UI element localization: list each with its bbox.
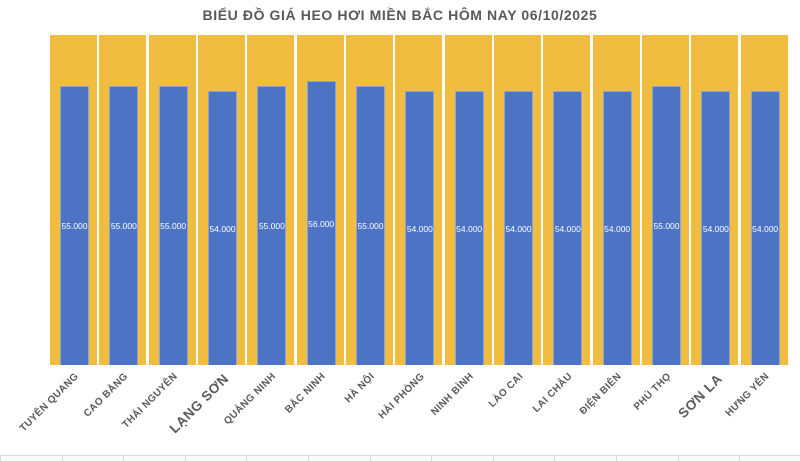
value-bar: 54.000	[208, 90, 237, 365]
background-column: 55.000	[148, 35, 196, 365]
bar-value-label: 54.000	[702, 223, 729, 234]
bar-value-label: 54.000	[505, 223, 532, 234]
value-bar: 55.000	[652, 85, 681, 365]
bar-value-label: 54.000	[752, 223, 779, 234]
cell-border-line	[431, 456, 432, 461]
value-bar: 54.000	[454, 90, 484, 365]
background-column: 55.000	[346, 35, 393, 365]
background-column: 54.000	[395, 35, 443, 365]
cell-border-line	[370, 456, 371, 461]
value-bar: 56.000	[306, 80, 336, 365]
background-column: 54.000	[592, 35, 640, 365]
cell-border-line	[554, 456, 555, 461]
background-column: 54.000	[543, 35, 591, 365]
background-column: 54.000	[740, 35, 788, 365]
plot-area: 55.000 55.000 55.000 54.000 55.000 56.000 55.0…	[50, 35, 790, 365]
value-bar: 55.000	[60, 85, 89, 365]
spreadsheet-row-strip	[0, 455, 800, 461]
bar-value-label: 55.000	[61, 221, 88, 232]
cell-border-line	[616, 456, 617, 461]
bar-value-label: 54.000	[406, 223, 433, 234]
value-bar: 54.000	[602, 90, 632, 365]
bar-value-label: 54.000	[604, 223, 631, 234]
background-column: 54.000	[691, 35, 739, 365]
bar-value-label: 54.000	[456, 223, 483, 234]
cell-border-line	[185, 456, 186, 461]
background-column: 54.000	[444, 35, 492, 365]
background-column: 54.000	[494, 35, 541, 365]
bar-value-label: 55.000	[110, 221, 137, 232]
cell-border-line	[739, 456, 740, 461]
cell-border-line	[308, 456, 309, 461]
value-bar: 55.000	[158, 85, 188, 365]
value-bar: 54.000	[405, 90, 435, 365]
bar-value-label: 54.000	[554, 223, 581, 234]
background-column: 55.000	[642, 35, 689, 365]
cell-border-line	[246, 456, 247, 461]
bar-value-label: 55.000	[653, 221, 680, 232]
value-bar: 54.000	[750, 90, 780, 365]
background-column: 55.000	[99, 35, 147, 365]
background-column: 55.000	[50, 35, 97, 365]
cell-border-line	[62, 456, 63, 461]
value-bar: 54.000	[504, 90, 533, 365]
chart-title: BIỂU ĐỒ GIÁ HEO HƠI MIỀN BẮC HÔM NAY 06/…	[202, 7, 598, 23]
background-column: 55.000	[247, 35, 295, 365]
value-bar: 54.000	[553, 90, 583, 365]
cell-border-line	[493, 456, 494, 461]
value-bar: 55.000	[109, 85, 139, 365]
cell-border-line	[123, 456, 124, 461]
x-axis-labels: TUYÊN QUANG CAO BẰNG THÁI NGUYÊN LẠNG SƠN QU…	[18, 371, 772, 437]
value-bar: 54.000	[701, 90, 731, 365]
cell-border-line	[0, 456, 1, 461]
value-bar: 55.000	[257, 85, 287, 365]
cell-border-line	[678, 456, 679, 461]
background-column: 56.000	[296, 35, 344, 365]
background-column: 54.000	[198, 35, 245, 365]
bar-value-label: 55.000	[160, 221, 187, 232]
bar-value-label: 55.000	[357, 221, 384, 232]
bar-value-label: 56.000	[308, 218, 335, 229]
value-bar: 55.000	[356, 85, 385, 365]
bar-value-label: 55.000	[258, 221, 285, 232]
bar-value-label: 54.000	[209, 223, 236, 234]
